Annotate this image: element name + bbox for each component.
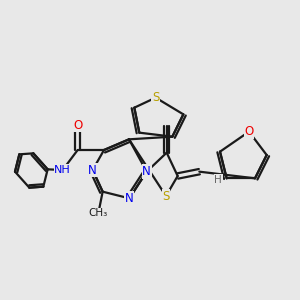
Text: O: O [73,118,82,131]
Text: O: O [244,125,253,138]
Text: N: N [88,164,97,176]
Text: S: S [162,190,170,202]
Text: N: N [125,192,134,205]
Text: S: S [152,91,159,104]
Text: N: N [142,165,151,178]
Text: H: H [214,175,222,185]
Text: NH: NH [54,165,71,175]
Text: CH₃: CH₃ [89,208,108,218]
